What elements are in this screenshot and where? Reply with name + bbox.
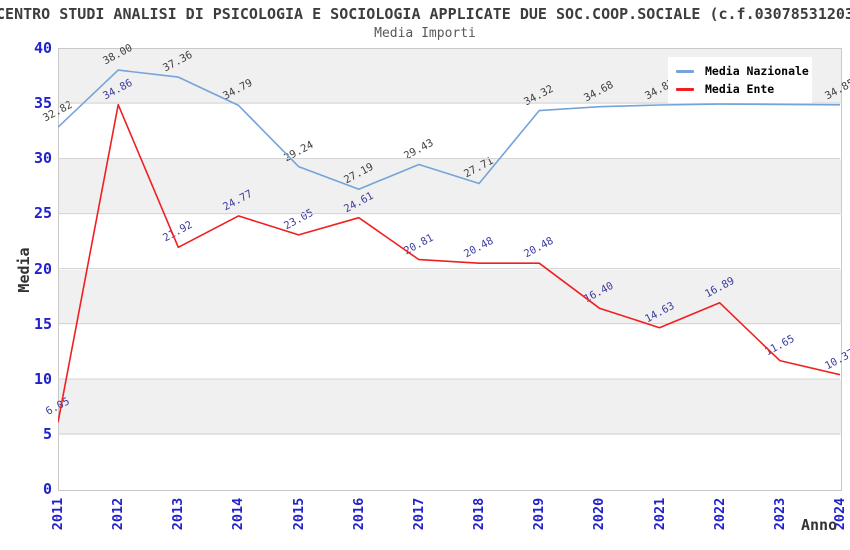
x-tick-label: 2020 [591,497,608,531]
x-tick-label: 2019 [531,497,548,531]
media-nazionale-line-swatch [676,69,694,73]
chart-subtitle: Media Importi [374,26,476,41]
y-tick-label: 35 [33,94,52,113]
title-row: CENTRO STUDI ANALISI DI PSICOLOGIA E SOC… [0,5,850,24]
y-tick-label: 30 [33,149,52,168]
x-tick-label: 2011 [50,497,66,531]
plot-area [58,48,842,491]
y-tick-label: 15 [33,314,52,333]
legend-label-media-nazionale: Media Nazionale [705,64,809,78]
media-ente-line-swatch [676,87,694,91]
x-tick-label: 2014 [230,497,247,531]
y-tick-label: 20 [33,259,52,278]
x-tick-label: 2016 [350,497,367,531]
y-tick-label: 10 [33,369,52,388]
x-tick-label: 2017 [410,497,427,531]
x-tick-label: 2012 [110,497,127,531]
x-tick-label: 2013 [170,497,187,531]
chart-title: CENTRO STUDI ANALISI DI PSICOLOGIA E SOC… [0,5,850,23]
legend-label-media-ente: Media Ente [705,82,775,96]
x-tick-label: 2018 [471,497,488,531]
y-tick-label: 0 [42,480,52,498]
y-tick-label: 25 [33,204,52,223]
y-axis-title: Media [15,247,33,293]
x-tick-label: 2022 [711,497,728,531]
x-axis-title: Anno [801,516,838,534]
y-tick-label: 40 [33,39,52,57]
x-tick-label: 2015 [290,497,307,531]
y-tick-label: 5 [42,424,52,443]
legend-item-media-nazionale: Media Nazionale [676,62,812,80]
x-tick-label: 2021 [651,497,668,531]
x-tick-label: 2023 [771,497,788,531]
legend: Media Nazionale Media Ente [668,57,812,103]
legend-item-media-ente: Media Ente [676,80,812,98]
